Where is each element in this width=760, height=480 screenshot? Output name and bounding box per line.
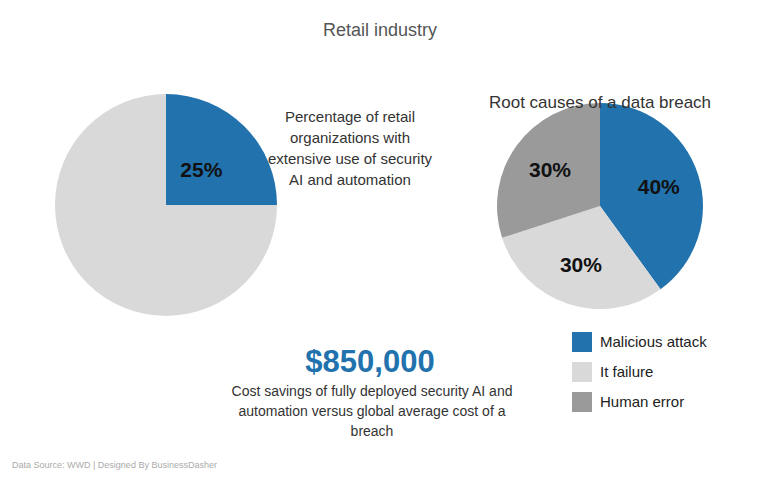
pie-slice bbox=[497, 103, 600, 238]
text-line: Cost savings of fully deployed security … bbox=[232, 383, 513, 399]
slices bbox=[55, 94, 277, 316]
legend-swatch bbox=[572, 362, 592, 382]
chart: 25% Percentage of retail organizations wit… bbox=[55, 94, 433, 316]
data-labels: 25% bbox=[180, 158, 222, 181]
pie-slice bbox=[166, 94, 277, 205]
text-line: Root causes of a data breach bbox=[489, 93, 711, 112]
source: Data Source: WWD | Designed By BusinessD… bbox=[12, 460, 217, 470]
legend-swatch bbox=[572, 392, 592, 412]
chart-title: Percentage of retail organizations with ex… bbox=[268, 108, 433, 188]
legend-label: It failure bbox=[600, 363, 653, 380]
legend: Malicious attack It failure Human error bbox=[572, 332, 707, 412]
chart-title: Root causes of a data breach bbox=[489, 93, 711, 112]
text-line: Percentage of retail bbox=[285, 108, 415, 125]
infographic: Retail industry 25% Percentage of retail or… bbox=[0, 0, 760, 480]
legend-swatch bbox=[572, 332, 592, 352]
data-labels: 40% 30% 30% bbox=[529, 158, 680, 276]
pie-slice bbox=[55, 94, 277, 316]
data-label: 30% bbox=[560, 253, 602, 276]
slices bbox=[497, 103, 703, 309]
highlight-caption: Cost savings of fully deployed security … bbox=[232, 383, 513, 439]
text-line: organizations with bbox=[290, 129, 410, 146]
chart: 40% 30% 30% Root causes of a data breach Mal… bbox=[489, 93, 711, 412]
data-label: 30% bbox=[529, 158, 571, 181]
text-line: breach bbox=[351, 423, 394, 439]
legend-label: Human error bbox=[600, 393, 684, 410]
data-label: 40% bbox=[638, 175, 680, 198]
text-line: extensive use of security bbox=[268, 150, 433, 167]
highlight-value: $850,000 bbox=[305, 344, 434, 379]
text-line: automation versus global average cost of… bbox=[239, 403, 506, 419]
text-line: AI and automation bbox=[289, 171, 411, 188]
data-label: 25% bbox=[180, 158, 222, 181]
legend-label: Malicious attack bbox=[600, 333, 707, 350]
title: Retail industry bbox=[323, 20, 437, 40]
